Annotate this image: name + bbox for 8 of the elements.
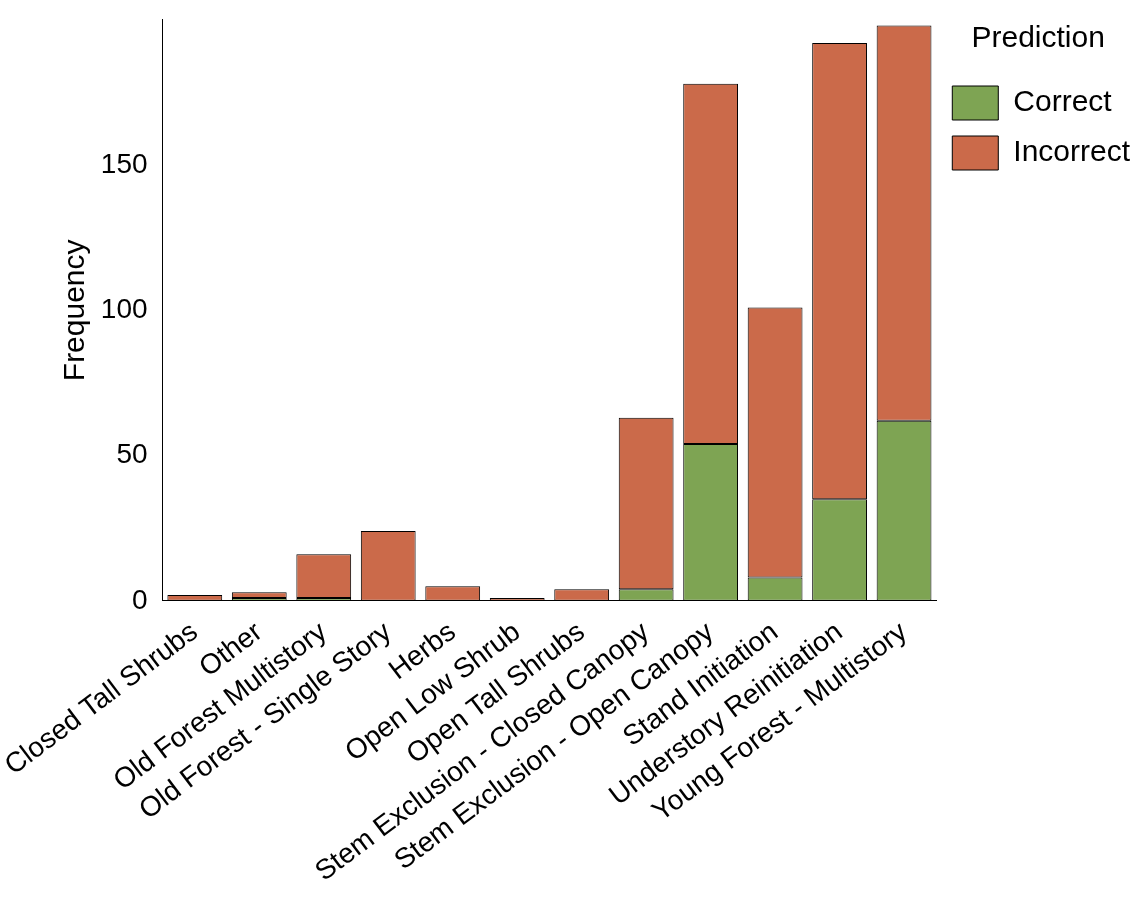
y-tick-label: 150 <box>100 147 148 179</box>
y-tick-label: 100 <box>100 293 148 325</box>
legend-label: Incorrect <box>1013 134 1131 168</box>
y-axis-title: Frequency <box>57 239 91 382</box>
y-tick-label: 50 <box>116 438 148 470</box>
legend-title: Prediction <box>971 20 1105 54</box>
y-tick-label: 0 <box>131 583 148 615</box>
legend-label: Correct <box>1013 84 1113 118</box>
